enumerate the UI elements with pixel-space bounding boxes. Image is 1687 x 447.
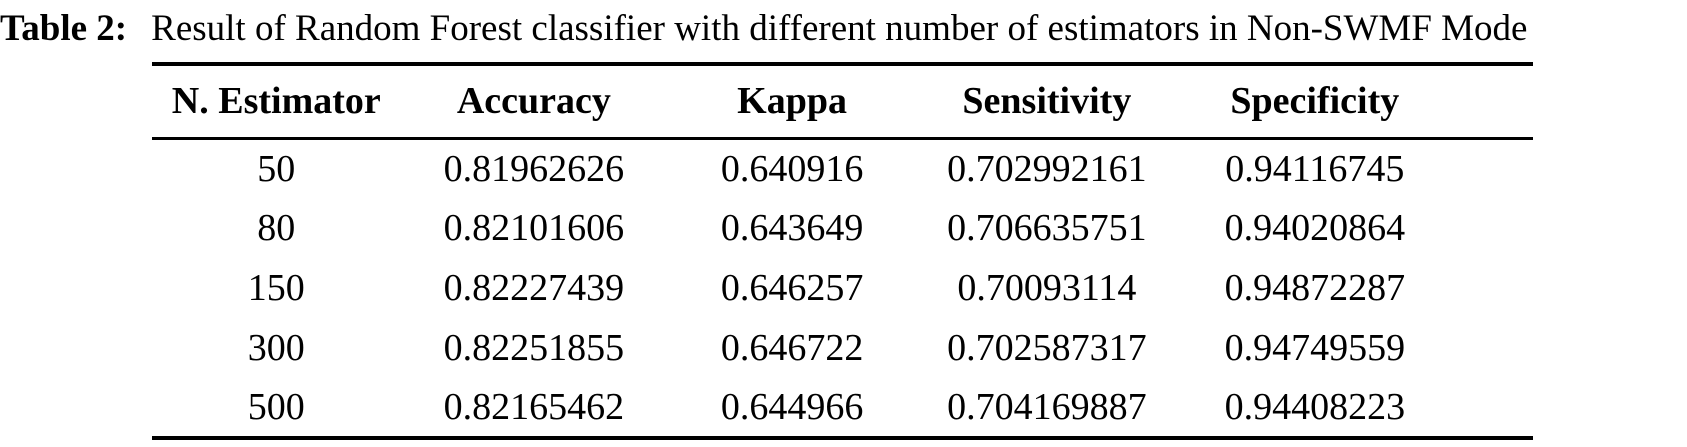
- cell-kappa: 0.644966: [667, 378, 918, 440]
- cell-specificity: 0.94408223: [1176, 378, 1533, 440]
- cell-n-estimator: 150: [247, 267, 305, 309]
- table-row: 80 0.82101606 0.643649 0.706635751 0.940…: [152, 198, 1533, 258]
- cell-specificity: 0.94116745: [1225, 147, 1405, 190]
- column-header-specificity: Specificity: [1176, 62, 1533, 140]
- cell-kappa: 0.646257: [720, 267, 864, 309]
- cell-sensitivity: 0.70093114: [957, 267, 1137, 309]
- table-caption: Table 2: Result of Random Forest classifi…: [0, 0, 1687, 58]
- cell-accuracy: 0.82101606: [443, 207, 625, 249]
- cell-n-estimator: 50: [257, 147, 296, 190]
- results-table: N. Estimator Accuracy Kappa Sensitivity …: [152, 62, 1533, 440]
- cell-n-estimator: 300: [247, 327, 305, 369]
- cell-specificity: 0.94872287: [1224, 267, 1406, 309]
- column-header-n-estimator: N. Estimator: [152, 62, 401, 140]
- table-row: 150 0.82227439 0.646257 0.70093114 0.948…: [152, 258, 1533, 318]
- column-header-sensitivity: Sensitivity: [917, 62, 1177, 140]
- cell-accuracy: 0.82227439: [443, 267, 625, 309]
- table-row: 50 0.81962626 0.640916 0.702992161 0.941…: [152, 138, 1533, 198]
- table-row: 500 0.82165462 0.644966 0.704169887 0.94…: [152, 378, 1533, 440]
- cell-kappa: 0.646722: [720, 327, 864, 369]
- cell-accuracy: 0.81962626: [443, 147, 625, 190]
- cell-sensitivity: 0.702587317: [947, 327, 1147, 369]
- cell-specificity: 0.94020864: [1224, 207, 1406, 249]
- cell-accuracy: 0.82251855: [443, 327, 625, 369]
- cell-kappa: 0.640916: [720, 147, 864, 190]
- cell-sensitivity: 0.702992161: [947, 147, 1147, 190]
- column-header-accuracy: Accuracy: [400, 62, 668, 140]
- cell-sensitivity: 0.706635751: [947, 207, 1147, 249]
- header-row: N. Estimator Accuracy Kappa Sensitivity …: [152, 62, 1533, 140]
- table-row: 300 0.82251855 0.646722 0.702587317 0.94…: [152, 318, 1533, 378]
- cell-accuracy: 0.82165462: [400, 378, 668, 440]
- table-caption-label: Table 2:: [0, 8, 128, 49]
- cell-sensitivity: 0.704169887: [917, 378, 1177, 440]
- cell-n-estimator: 500: [152, 378, 401, 440]
- column-header-kappa: Kappa: [667, 62, 918, 140]
- cell-kappa: 0.643649: [720, 207, 864, 249]
- cell-specificity: 0.94749559: [1224, 327, 1406, 369]
- table-caption-text: Result of Random Forest classifier with …: [151, 8, 1528, 49]
- cell-n-estimator: 80: [257, 207, 296, 249]
